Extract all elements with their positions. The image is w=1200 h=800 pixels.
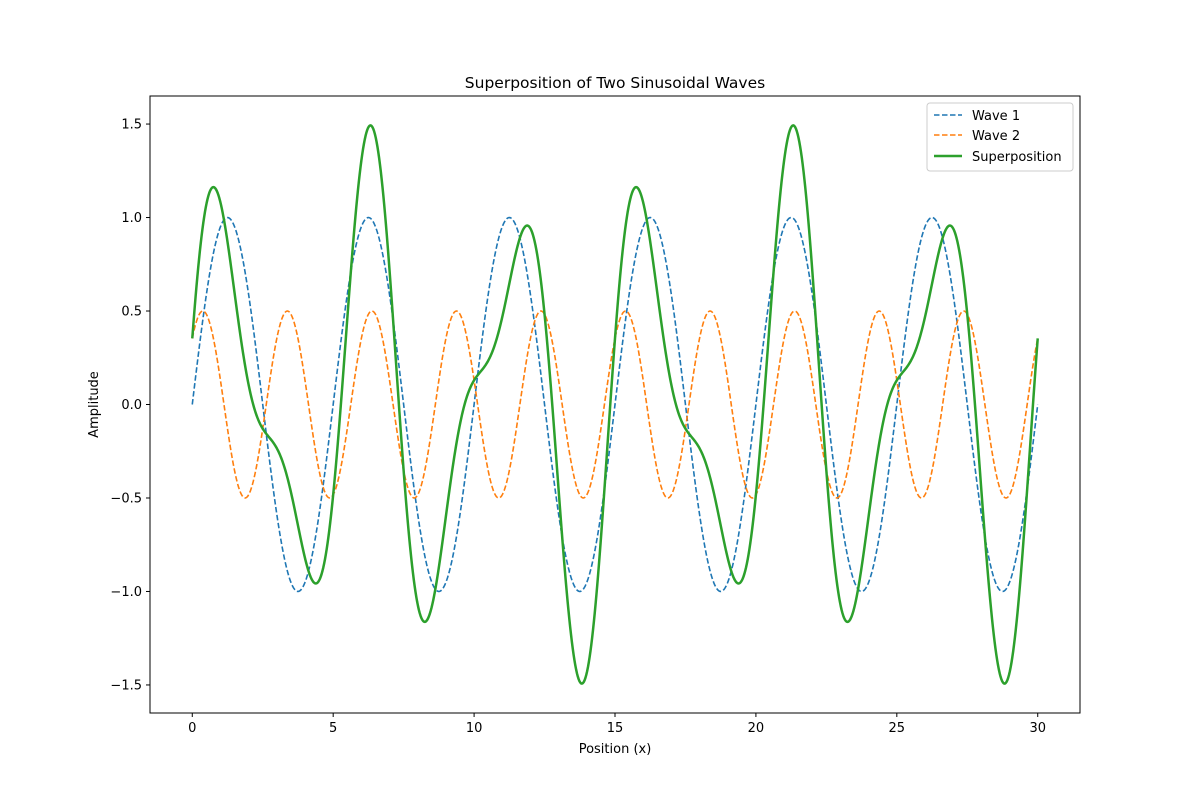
x-tick-label: 5 <box>329 721 337 736</box>
y-tick-label: 0.0 <box>121 398 142 413</box>
y-axis: −1.5 −1.0 −0.5 0.0 0.5 1.0 1.5 <box>110 118 150 693</box>
x-axis: 0 5 10 15 20 25 30 <box>188 713 1046 736</box>
legend-label-wave-1: Wave 1 <box>972 109 1020 124</box>
plot-area <box>191 124 1039 685</box>
legend-box <box>926 102 1074 172</box>
x-tick-label: 15 <box>607 721 624 736</box>
legend-label-superposition: Superposition <box>972 150 1062 165</box>
y-tick-label: −1.0 <box>110 585 142 600</box>
x-tick-label: 10 <box>466 721 483 736</box>
y-tick-label: 0.5 <box>121 305 142 320</box>
y-tick-label: 1.5 <box>121 118 142 133</box>
x-axis-label: Position (x) <box>579 742 652 757</box>
y-tick-label: −1.5 <box>110 678 142 693</box>
series-line-superposition <box>191 124 1039 685</box>
x-tick-label: 25 <box>889 721 906 736</box>
y-tick-label: 1.0 <box>121 211 142 226</box>
series-line-wave-1 <box>191 216 1039 593</box>
x-tick-label: 30 <box>1029 721 1046 736</box>
x-tick-label: 0 <box>188 721 196 736</box>
x-tick-label: 20 <box>748 721 765 736</box>
y-tick-label: −0.5 <box>110 491 142 506</box>
chart-title: Superposition of Two Sinusoidal Waves <box>465 74 765 92</box>
legend-label-wave-2: Wave 2 <box>972 129 1020 144</box>
legend: Wave 1 Wave 2 Superposition <box>926 102 1074 172</box>
y-axis-label: Amplitude <box>87 371 102 438</box>
